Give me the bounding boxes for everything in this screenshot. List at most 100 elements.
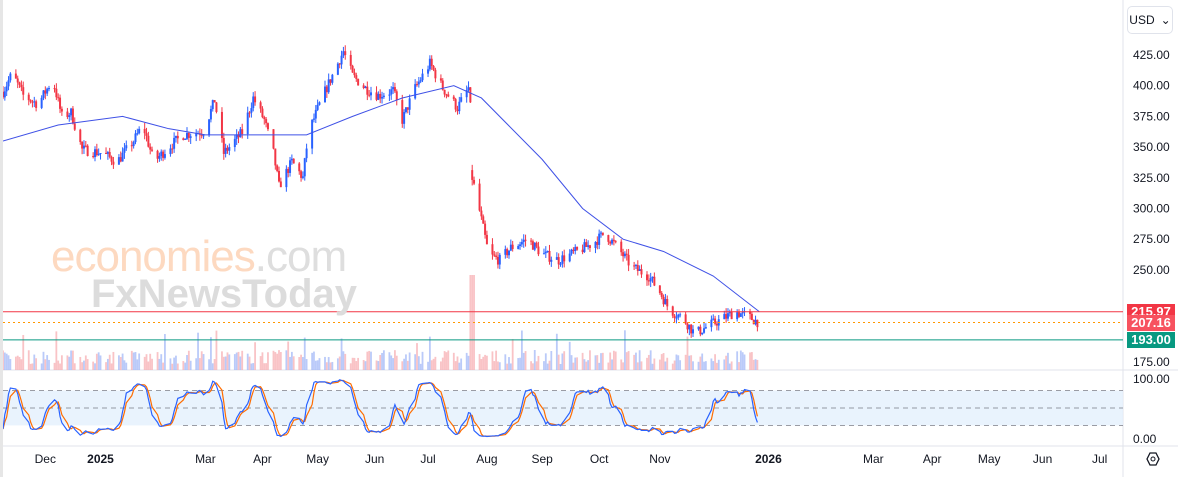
volume-bar — [544, 353, 547, 370]
volume-bar — [195, 358, 198, 370]
volume-bar — [699, 356, 702, 370]
volume-bar — [377, 361, 380, 370]
candle-body — [511, 244, 514, 249]
candle-body — [70, 108, 73, 116]
candle-body — [279, 181, 282, 188]
volume-bar — [717, 359, 720, 370]
volume-bar — [555, 333, 558, 370]
volume-bar — [509, 363, 512, 370]
candle-body — [686, 323, 689, 330]
candle-body — [151, 149, 154, 151]
volume-bar — [267, 352, 269, 370]
candle-body — [594, 241, 597, 248]
volume-bar — [651, 363, 654, 370]
candle-body — [537, 246, 540, 255]
candle-body — [44, 90, 47, 94]
candle-body — [456, 109, 459, 112]
candle-body — [544, 251, 547, 254]
candle-body — [187, 132, 190, 138]
candle-body — [568, 253, 571, 262]
volume-bar — [222, 356, 225, 370]
volume-bar — [278, 350, 280, 370]
volume-bar — [162, 362, 164, 370]
volume-bar — [53, 362, 56, 370]
volume-bar — [263, 363, 266, 370]
candle-body — [66, 111, 69, 117]
candle-body — [35, 101, 38, 108]
volume-bar — [99, 355, 102, 370]
volume-bar — [254, 342, 256, 370]
candle-body — [312, 118, 315, 120]
volume-bar — [465, 352, 468, 370]
time-tick-label: May — [978, 452, 1001, 466]
candle-body — [211, 100, 214, 110]
candle-body — [419, 80, 422, 82]
candle-body — [379, 93, 382, 99]
candle-body — [173, 137, 176, 149]
volume-bar — [576, 357, 578, 370]
candle-body — [465, 90, 468, 98]
candle-body — [121, 152, 124, 162]
candle-body — [250, 108, 253, 113]
volume-bar — [607, 362, 610, 370]
volume-bar — [730, 361, 733, 370]
volume-bar — [388, 352, 391, 370]
volume-bar — [561, 353, 564, 370]
candle-body — [329, 79, 332, 83]
candle-body — [519, 244, 522, 246]
volume-bar — [138, 353, 141, 370]
candle-body — [290, 158, 293, 161]
settings-icon[interactable] — [1146, 452, 1160, 466]
candle-body — [18, 82, 21, 85]
candle-body — [612, 239, 615, 242]
volume-bar — [156, 352, 159, 370]
volume-bar — [40, 363, 43, 370]
volume-bar — [119, 356, 122, 370]
time-tick-label: Jul — [420, 452, 435, 466]
candle-body — [496, 257, 499, 265]
volume-bar — [627, 351, 630, 370]
volume-bar — [362, 360, 365, 370]
volume-bar — [118, 355, 120, 370]
volume-bar — [364, 361, 367, 370]
volume-bar — [447, 350, 450, 370]
volume-bars — [3, 275, 759, 370]
candle-body — [601, 232, 604, 236]
volume-bar — [600, 353, 602, 370]
volume-bar — [279, 352, 282, 370]
volume-bar — [428, 336, 431, 370]
candle-body — [342, 51, 345, 56]
candle-body — [375, 92, 378, 100]
volume-bar — [246, 353, 249, 370]
candle-body — [520, 242, 523, 245]
volume-bar — [336, 358, 339, 370]
volume-bar — [416, 343, 418, 370]
volume-bar — [79, 356, 82, 370]
price-level-tag: 193.00 — [1127, 331, 1175, 348]
candle-body — [633, 265, 636, 267]
volume-bar — [640, 361, 643, 370]
volume-bar — [594, 355, 597, 370]
candle-body — [327, 79, 330, 93]
candle-body — [117, 157, 120, 165]
volume-bar — [508, 357, 510, 370]
candle-body — [649, 278, 652, 282]
candle-body — [272, 129, 275, 149]
volume-bar — [749, 352, 751, 370]
price-chart[interactable]: 425.00 400.00 375.00 350.00 325.00 300.00 275.… — [3, 0, 1178, 477]
candle-body — [300, 171, 303, 178]
volume-bar — [471, 275, 474, 370]
candle-body — [726, 313, 729, 319]
time-tick-label: Dec — [35, 452, 56, 466]
volume-bar — [175, 355, 177, 370]
settings-icon-center — [1150, 456, 1156, 462]
time-tick-label: May — [306, 452, 329, 466]
candle-body — [97, 153, 100, 156]
volume-bar — [72, 350, 74, 370]
currency-select[interactable]: USD ⌄ — [1127, 6, 1173, 34]
candle-body — [184, 138, 187, 140]
candle-body — [701, 332, 704, 335]
candle-body — [169, 148, 172, 155]
volume-bar — [493, 361, 496, 370]
